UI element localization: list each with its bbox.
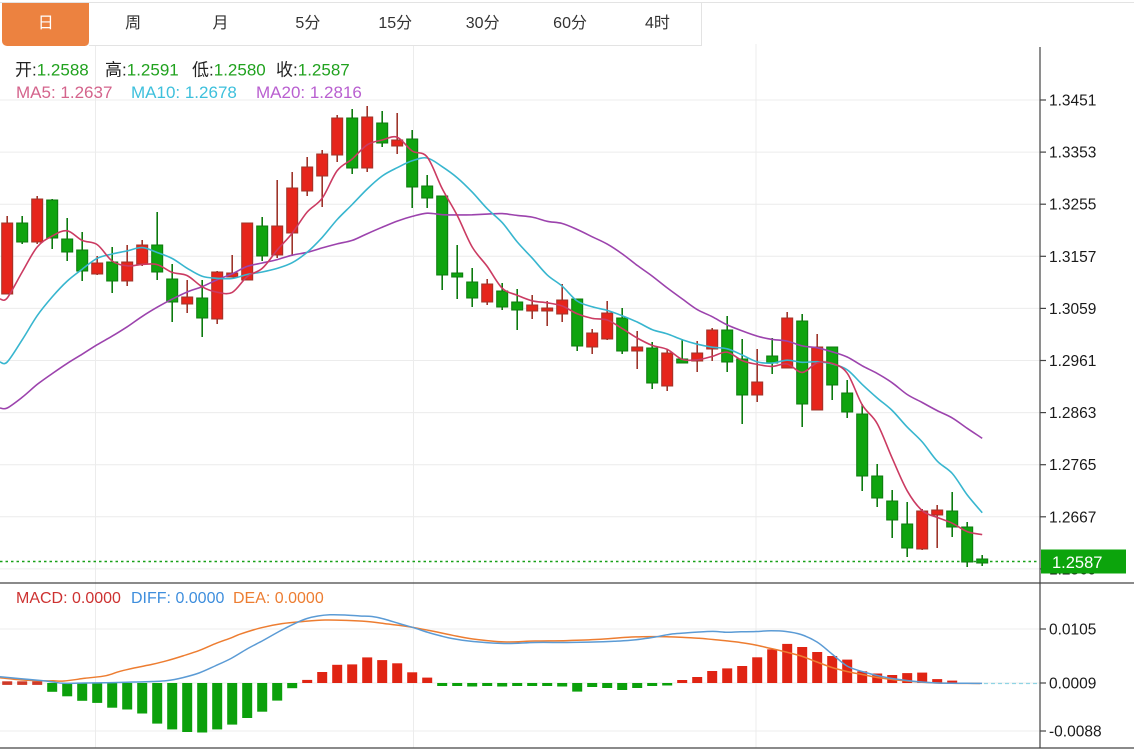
svg-text:1.2961: 1.2961 bbox=[1049, 353, 1096, 370]
svg-text:1.3059: 1.3059 bbox=[1049, 301, 1096, 318]
svg-text:MACD: 0.0000: MACD: 0.0000 bbox=[16, 590, 121, 607]
svg-text:1.3353: 1.3353 bbox=[1049, 145, 1096, 162]
svg-text:MA20: 1.2816: MA20: 1.2816 bbox=[256, 83, 362, 102]
svg-text:高:1.2591: 高:1.2591 bbox=[105, 61, 179, 80]
svg-text:-0.0088: -0.0088 bbox=[1049, 724, 1102, 741]
svg-text:开:1.2588: 开:1.2588 bbox=[15, 61, 89, 80]
svg-text:DIFF: 0.0000: DIFF: 0.0000 bbox=[131, 590, 224, 607]
svg-text:低:1.2580: 低:1.2580 bbox=[192, 61, 266, 80]
svg-text:0.0105: 0.0105 bbox=[1049, 622, 1096, 639]
svg-text:1.3255: 1.3255 bbox=[1049, 197, 1096, 214]
svg-text:1.2587: 1.2587 bbox=[1052, 554, 1102, 572]
svg-text:收:1.2587: 收:1.2587 bbox=[276, 61, 350, 80]
svg-text:1.3451: 1.3451 bbox=[1049, 93, 1096, 110]
svg-text:1.2765: 1.2765 bbox=[1049, 457, 1096, 474]
svg-text:1.2667: 1.2667 bbox=[1049, 509, 1096, 526]
svg-text:1.3157: 1.3157 bbox=[1049, 249, 1096, 266]
svg-text:MA10: 1.2678: MA10: 1.2678 bbox=[131, 83, 237, 102]
svg-text:0.0009: 0.0009 bbox=[1049, 676, 1096, 693]
svg-text:MA5: 1.2637: MA5: 1.2637 bbox=[16, 83, 112, 102]
svg-text:1.2863: 1.2863 bbox=[1049, 405, 1096, 422]
svg-text:DEA: 0.0000: DEA: 0.0000 bbox=[233, 590, 324, 607]
